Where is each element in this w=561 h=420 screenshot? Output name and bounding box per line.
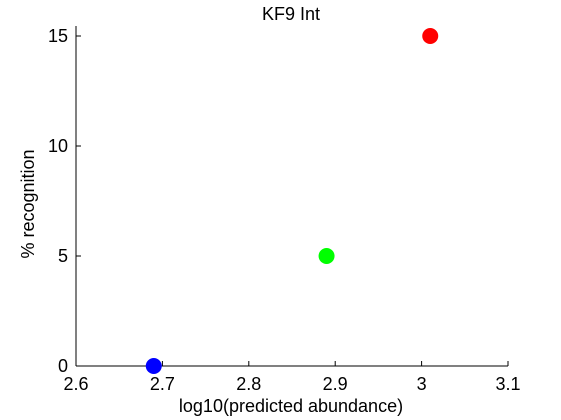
y-tick-label: 0 <box>58 356 68 376</box>
x-tick-label: 3.1 <box>495 374 520 394</box>
x-axis-label: log10(predicted abundance) <box>179 396 403 416</box>
y-tick-label: 10 <box>48 136 68 156</box>
x-tick-label: 2.8 <box>236 374 261 394</box>
chart-title: KF9 Int <box>262 4 320 24</box>
x-tick-label: 3 <box>417 374 427 394</box>
plot-area <box>75 26 508 367</box>
x-axis-ticks: 2.6 2.7 2.8 2.9 3 3.1 <box>63 361 521 394</box>
data-point <box>318 248 335 264</box>
data-points <box>145 28 439 374</box>
x-tick-label: 2.7 <box>150 374 175 394</box>
y-axis-label: % recognition <box>18 149 38 258</box>
data-point <box>422 28 439 44</box>
y-axis-ticks: 0 5 10 15 <box>48 26 81 376</box>
x-tick-label: 2.9 <box>323 374 348 394</box>
y-tick-label: 15 <box>48 26 68 46</box>
x-tick-label: 2.6 <box>63 374 88 394</box>
data-point <box>145 358 162 374</box>
y-tick-label: 5 <box>58 246 68 266</box>
